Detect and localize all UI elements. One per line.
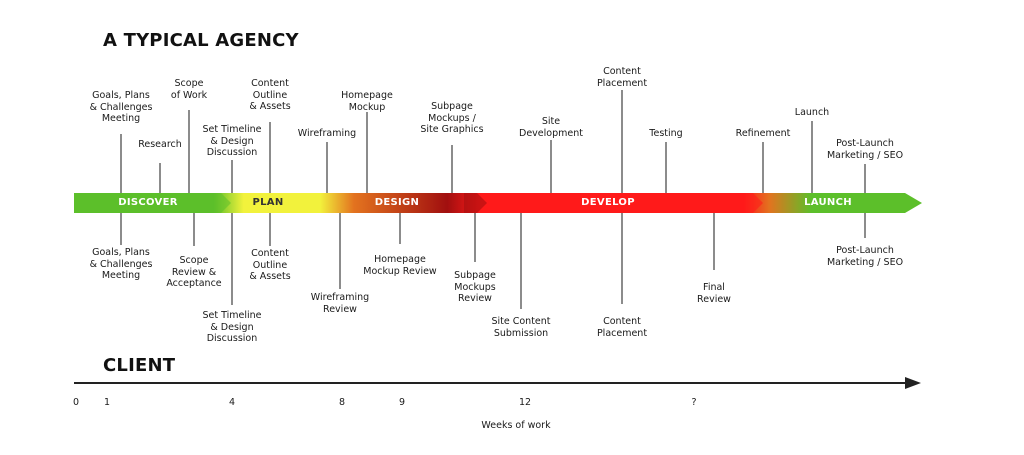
agency-milestone-refinement: Refinement	[735, 128, 791, 139]
phase-label-develop: DEVELOP	[581, 197, 635, 208]
phase-label-launch: LAUNCH	[804, 197, 852, 208]
axis-title: Weeks of work	[481, 420, 551, 431]
client-milestone-homepage-review: Homepage Mockup Review	[363, 254, 437, 277]
agency-milestone-site-development: Site Development	[519, 116, 583, 139]
agency-milestone-goals-meeting: Goals, Plans & Challenges Meeting	[89, 90, 153, 124]
client-milestone-content-outline: Content Outline & Assets	[249, 248, 291, 282]
agency-milestone-content-placement: Content Placement	[596, 66, 648, 89]
client-milestone-subpage-review: Subpage Mockups Review	[454, 270, 496, 304]
agency-milestone-launch: Launch	[794, 107, 830, 118]
agency-milestone-content-outline: Content Outline & Assets	[249, 78, 291, 112]
phase-chevron	[208, 193, 231, 213]
week-tick-label: 0	[72, 397, 80, 408]
agency-milestone-scope-of-work: Scope of Work	[170, 78, 208, 101]
agency-milestone-testing: Testing	[649, 128, 683, 139]
agency-milestone-subpage-mockups: Subpage Mockups / Site Graphics	[420, 101, 484, 135]
client-milestone-wireframing-review: Wireframing Review	[310, 292, 370, 315]
phase-bar	[74, 193, 922, 213]
week-tick-label: 1	[103, 397, 111, 408]
phase-chevron	[740, 193, 763, 213]
week-tick-label: 4	[228, 397, 236, 408]
week-tick-label: 8	[338, 397, 346, 408]
week-tick-label: 12	[518, 397, 532, 408]
client-milestone-set-timeline: Set Timeline & Design Discussion	[202, 310, 262, 344]
week-tick-label: ?	[691, 397, 697, 408]
phase-label-design: DESIGN	[374, 197, 420, 208]
agency-milestone-set-timeline: Set Timeline & Design Discussion	[202, 124, 262, 158]
phase-label-discover: DISCOVER	[118, 197, 178, 208]
agency-milestone-homepage-mockup: Homepage Mockup	[341, 90, 393, 113]
phase-chevron	[464, 193, 487, 213]
client-heading: CLIENT	[103, 355, 176, 376]
week-tick-label: 9	[398, 397, 406, 408]
client-milestone-final-review: Final Review	[697, 282, 731, 305]
agency-milestone-research: Research	[138, 139, 182, 150]
client-milestone-scope-review: Scope Review & Acceptance	[166, 255, 222, 289]
client-milestone-post-launch: Post-Launch Marketing / SEO	[826, 245, 904, 268]
client-milestone-content-placement: Content Placement	[596, 316, 648, 339]
client-milestone-goals-meeting: Goals, Plans & Challenges Meeting	[89, 247, 153, 281]
timeline-axis-arrowhead	[905, 377, 921, 389]
agency-heading: A TYPICAL AGENCY	[103, 30, 299, 51]
agency-milestone-post-launch: Post-Launch Marketing / SEO	[826, 138, 904, 161]
client-milestone-site-content-submission: Site Content Submission	[491, 316, 551, 339]
agency-milestone-wireframing: Wireframing	[297, 128, 357, 139]
phase-label-plan: PLAN	[252, 197, 284, 208]
